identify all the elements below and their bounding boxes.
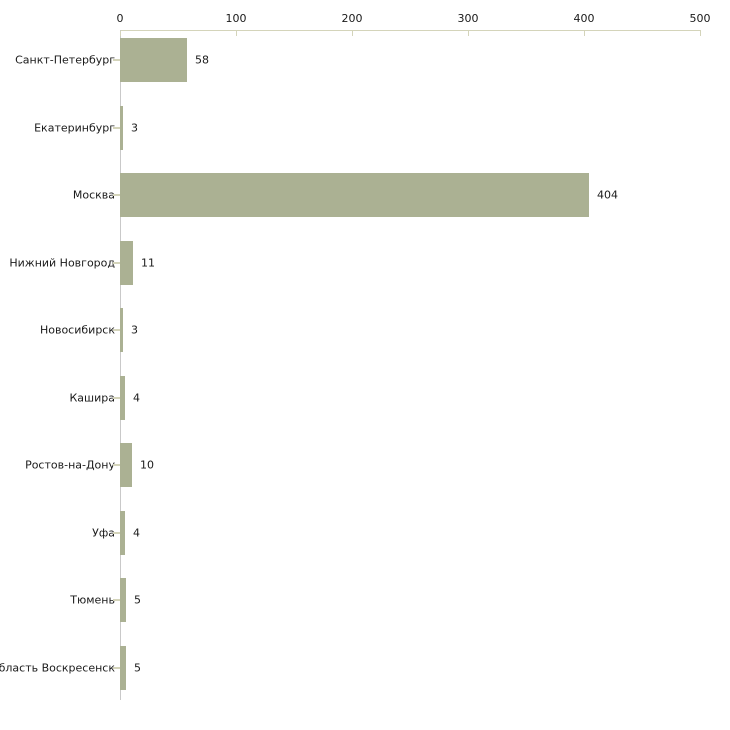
y-axis-baseline xyxy=(120,30,121,700)
category-label: область Воскресенск xyxy=(0,661,115,675)
category-label: Кашира xyxy=(69,391,116,405)
x-axis-line xyxy=(120,30,701,31)
category-label: Нижний Новгород xyxy=(9,256,115,270)
category-tick-mark xyxy=(113,127,120,129)
category-tick-mark xyxy=(113,194,120,196)
category-label: Санкт-Петербург xyxy=(15,53,115,67)
bar xyxy=(120,376,125,420)
value-label: 5 xyxy=(134,661,141,675)
bar xyxy=(120,106,123,150)
value-label: 404 xyxy=(597,188,618,202)
category-label: Москва xyxy=(72,188,115,202)
bar xyxy=(120,578,126,622)
value-label: 4 xyxy=(133,526,140,540)
category-label: Ростов-на-Дону xyxy=(25,458,115,472)
x-tick-label: 200 xyxy=(341,12,363,25)
bar xyxy=(120,308,123,352)
x-tick-label: 300 xyxy=(457,12,479,25)
category-label: Екатеринбург xyxy=(34,121,115,135)
category-tick-mark xyxy=(113,329,120,331)
bar xyxy=(120,646,126,690)
bar xyxy=(120,241,133,285)
category-tick-mark xyxy=(113,532,120,534)
x-tick-label: 500 xyxy=(689,12,711,25)
category-label: Тюмень xyxy=(70,593,115,607)
value-label: 4 xyxy=(133,391,140,405)
category-tick-mark xyxy=(113,59,120,61)
value-label: 3 xyxy=(131,121,138,135)
x-tick-label: 400 xyxy=(573,12,595,25)
bar xyxy=(120,38,187,82)
x-tick-mark xyxy=(120,31,121,36)
bar xyxy=(120,511,125,555)
value-label: 58 xyxy=(195,53,209,67)
x-tick-label: 0 xyxy=(116,12,124,25)
x-tick-mark xyxy=(584,31,585,36)
category-tick-mark xyxy=(113,667,120,669)
x-tick-label: 100 xyxy=(225,12,247,25)
x-tick-mark xyxy=(236,31,237,36)
value-label: 10 xyxy=(140,458,154,472)
category-tick-mark xyxy=(113,262,120,264)
x-tick-mark xyxy=(352,31,353,36)
category-tick-mark xyxy=(113,599,120,601)
x-tick-mark xyxy=(468,31,469,36)
category-tick-mark xyxy=(113,397,120,399)
value-label: 11 xyxy=(141,256,155,270)
x-tick-mark xyxy=(700,31,701,36)
value-label: 5 xyxy=(134,593,141,607)
bar xyxy=(120,443,132,487)
category-label: Уфа xyxy=(92,526,115,540)
category-tick-mark xyxy=(113,464,120,466)
value-label: 3 xyxy=(131,323,138,337)
category-label: Новосибирск xyxy=(39,323,115,337)
bar xyxy=(120,173,589,217)
